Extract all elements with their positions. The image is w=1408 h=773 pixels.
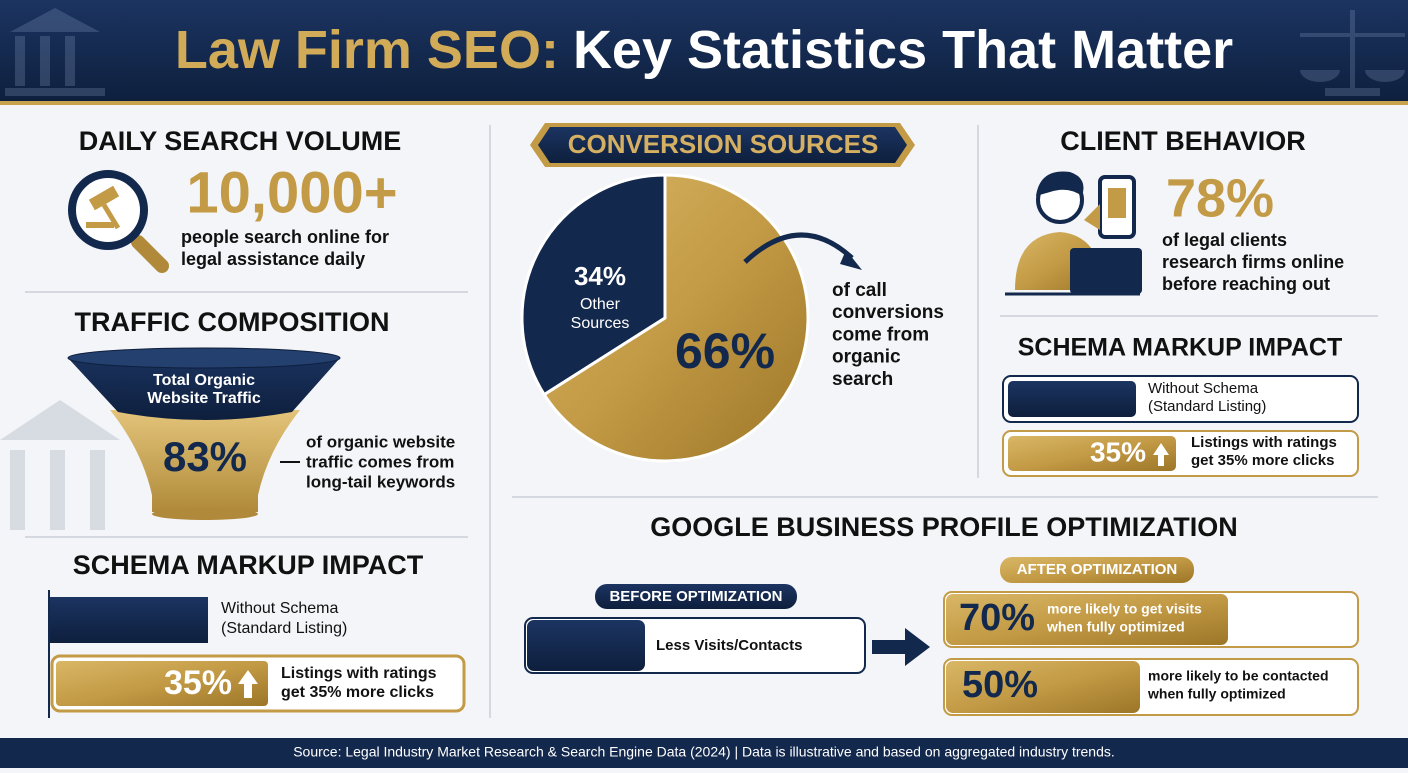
description: of organic website (306, 432, 455, 451)
section-title: SCHEMA MARKUP IMPACT (73, 550, 424, 580)
conversion-banner (530, 123, 915, 167)
section-title: GOOGLE BUSINESS PROFILE OPTIMIZATION (650, 512, 1238, 542)
caption: come from (832, 324, 929, 345)
pie-category-label: Other Sources (570, 296, 630, 332)
client-icon (1005, 171, 1142, 296)
pie-slice (542, 173, 810, 463)
caption: of call (832, 280, 887, 301)
pie-arrow (743, 232, 862, 270)
description: (Standard Listing) (221, 620, 347, 637)
description: get 35% more clicks (281, 684, 434, 701)
caption: conversions (832, 302, 944, 323)
description: Listings with ratings (281, 665, 437, 682)
footer-bar (0, 738, 1408, 768)
funnel (67, 347, 341, 520)
stat: 70% (959, 597, 1035, 639)
description: long-tail keywords (306, 472, 455, 491)
section-title: TRAFFIC COMPOSITION (75, 307, 390, 337)
description: people search online for (181, 227, 389, 247)
caption: organic (832, 347, 901, 368)
header-rule (0, 101, 1408, 105)
title-part: Law Firm SEO: (175, 20, 559, 80)
funnel-label: Website Traffic (147, 390, 261, 407)
schema-right-graphic (1002, 375, 1359, 477)
title-part: Key Statistics That Matter (573, 20, 1233, 80)
description: get 35% more clicks (1191, 452, 1334, 469)
description: more likely to get visits (1047, 601, 1202, 617)
stat: 83% (163, 433, 247, 480)
description: (Standard Listing) (1148, 398, 1266, 415)
pill-label: AFTER OPTIMIZATION (1017, 561, 1178, 578)
pill-label: BEFORE OPTIMIZATION (609, 588, 782, 605)
description: Less Visits/Contacts (656, 637, 802, 654)
description: Listings with ratings (1191, 434, 1337, 451)
header-bar (0, 0, 1408, 104)
stat: 35% (1090, 436, 1146, 467)
pie-value-label: 66% (675, 323, 775, 379)
section-title: CONVERSION SOURCES (568, 129, 879, 159)
page-title: Law Firm SEO: Key Statistics That Matter (175, 20, 1233, 80)
stat: 78% (1166, 168, 1274, 228)
stat: 35% (164, 664, 232, 702)
description: when fully optimized (1147, 686, 1286, 702)
search-icon (68, 170, 169, 273)
funnel-label: Total Organic (153, 372, 255, 389)
section-title: SCHEMA MARKUP IMPACT (1018, 334, 1343, 362)
stat: 50% (962, 664, 1038, 706)
description: of legal clients (1162, 230, 1287, 250)
section-title: CLIENT BEHAVIOR (1060, 126, 1306, 156)
dividers (25, 125, 1378, 718)
header-icons (5, 8, 1405, 96)
description: more likely to be contacted (1148, 668, 1329, 684)
footer-source: Source: Legal Industry Market Research &… (293, 744, 1115, 760)
description: Without Schema (1148, 380, 1259, 397)
description: when fully optimized (1046, 619, 1185, 635)
pie-value-label: 34% (574, 261, 626, 291)
stat: 10,000+ (186, 160, 397, 225)
description: traffic comes from (306, 452, 454, 471)
description: Without Schema (221, 600, 338, 617)
schema-left-graphic (48, 590, 466, 718)
section-title: DAILY SEARCH VOLUME (79, 126, 402, 156)
pie-chart (520, 173, 810, 463)
bg-building (0, 400, 120, 530)
gbp-graphic (524, 557, 1359, 716)
description: legal assistance daily (181, 249, 365, 269)
caption: search (832, 369, 893, 390)
description: before reaching out (1162, 274, 1330, 294)
description: research firms online (1162, 252, 1344, 272)
